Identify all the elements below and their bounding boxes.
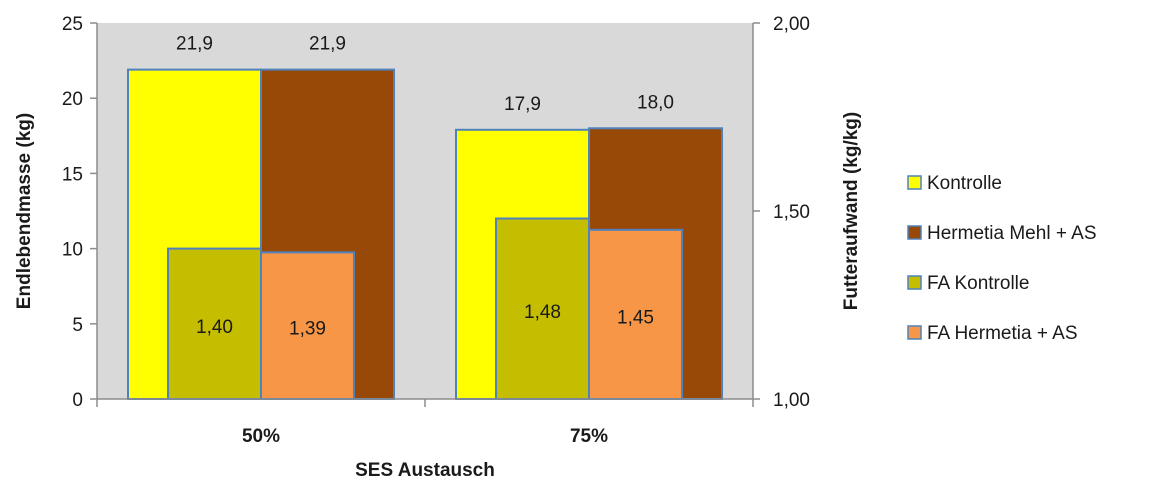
legend-swatch xyxy=(907,325,922,340)
data-label: 1,48 xyxy=(524,302,561,323)
y-tick-label: 25 xyxy=(62,14,83,35)
category-label: 75% xyxy=(570,426,608,447)
legend-label: Kontrolle xyxy=(927,173,1002,194)
bars-front-group xyxy=(167,217,683,400)
legend-label: FA Hermetia + AS xyxy=(927,323,1078,344)
bar-fa-kontrolle-1 xyxy=(495,217,590,400)
legend-swatch xyxy=(907,225,922,240)
data-label: 21,9 xyxy=(309,34,346,55)
data-label: 1,39 xyxy=(289,319,326,340)
legend-swatch xyxy=(907,175,922,190)
data-label: 21,9 xyxy=(176,34,213,55)
bar-fa-hermetia-as-1 xyxy=(588,228,683,400)
y2-tick-label: 1,50 xyxy=(773,202,810,223)
y2-tick-label: 2,00 xyxy=(773,14,810,35)
data-label: 1,45 xyxy=(617,307,654,328)
x-axis-title: SES Austausch xyxy=(355,460,495,481)
labels-group: 21,9 21,9 1,40 1,39 50% 17,9 18,0 1,48 1,45 75% xyxy=(176,34,674,447)
data-label: 1,40 xyxy=(196,317,233,338)
y-tick-label: 0 xyxy=(72,390,83,411)
y2-axis-title: Futteraufwand (kg/kg) xyxy=(841,112,862,310)
legend: Kontrolle Hermetia Mehl + AS FA Kontrolle F… xyxy=(907,173,1097,344)
axes-group: 0 5 10 15 20 25 1,00 1,50 2,00 xyxy=(62,14,810,411)
data-label: 18,0 xyxy=(637,92,674,113)
category-label: 50% xyxy=(242,426,280,447)
y-axis-title: Endlebendmasse (kg) xyxy=(14,113,35,309)
y-tick-label: 5 xyxy=(72,315,83,336)
data-label: 17,9 xyxy=(504,94,541,115)
y2-tick-label: 1,00 xyxy=(773,390,810,411)
y-tick-label: 10 xyxy=(62,240,83,261)
y-tick-label: 20 xyxy=(62,89,83,110)
y-tick-label: 15 xyxy=(62,164,83,185)
legend-label: Hermetia Mehl + AS xyxy=(927,223,1097,244)
legend-label: FA Kontrolle xyxy=(927,273,1029,294)
legend-swatch xyxy=(907,275,922,290)
